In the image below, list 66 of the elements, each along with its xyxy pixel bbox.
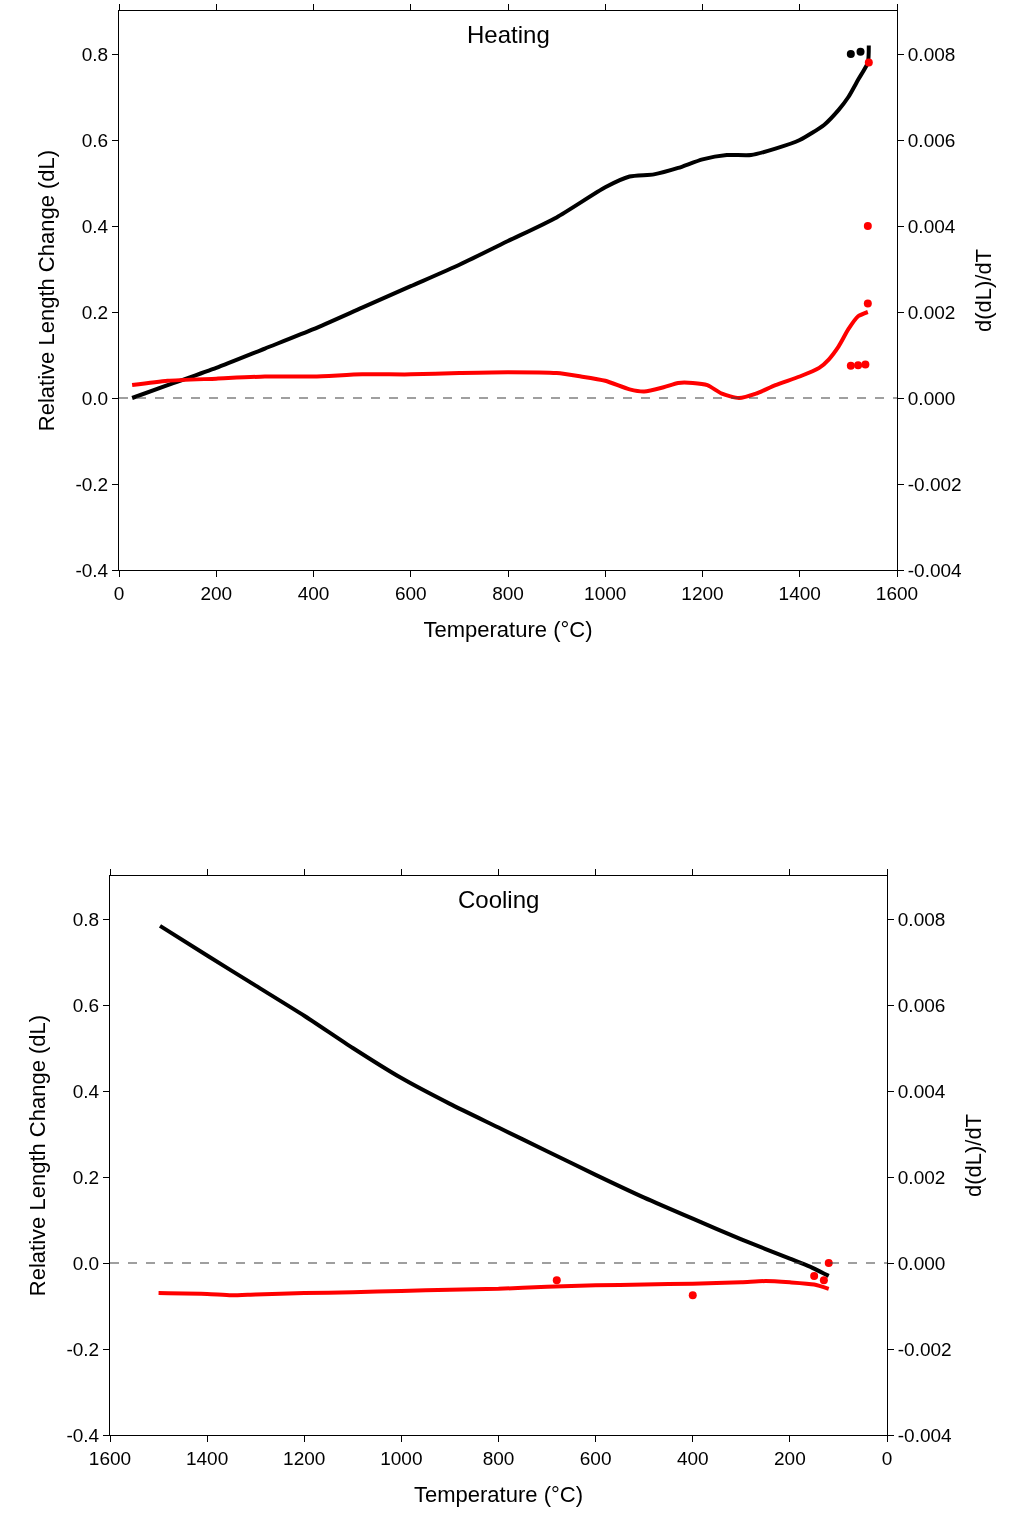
point <box>863 299 872 308</box>
y2-tick-label: 0.002 <box>907 301 956 323</box>
x-axis-title: Temperature (°C) <box>423 616 593 642</box>
y-tick-label: 0.8 <box>72 908 100 930</box>
x-tick-label: 200 <box>774 1447 806 1469</box>
x-tick-label: 1400 <box>778 582 821 604</box>
x-tick-label: 200 <box>200 582 233 604</box>
line-series <box>130 310 870 400</box>
y2-tick-label: 0.004 <box>897 1080 946 1102</box>
point <box>846 361 855 370</box>
y2-tick-label: 0.008 <box>897 908 946 930</box>
x-tick-label: 1600 <box>875 582 919 604</box>
y2-tick-label: 0.006 <box>907 129 956 151</box>
y-tick-label: 0.6 <box>72 994 100 1016</box>
x-tick-label: 400 <box>297 582 330 604</box>
x-tick-label: 0 <box>113 582 125 604</box>
y-tick-label: 0.0 <box>72 1252 100 1274</box>
y2-tick-label: 0.006 <box>897 994 946 1016</box>
line-series <box>156 1279 831 1298</box>
y2-tick-label: 0.000 <box>907 387 956 409</box>
y2-tick-label: -0.002 <box>907 473 962 495</box>
x-axis-title: Temperature (°C) <box>414 1481 583 1507</box>
x-tick-label: 600 <box>394 582 427 604</box>
y2-tick-label: 0.000 <box>897 1252 946 1274</box>
point <box>863 222 872 230</box>
y-tick-label: -0.2 <box>66 1338 100 1360</box>
x-tick-label: 0 <box>881 1447 893 1469</box>
x-tick-label: 1000 <box>380 1447 423 1469</box>
y-tick-label: 0.4 <box>72 1080 100 1102</box>
y-tick-label: -0.2 <box>75 473 109 495</box>
x-tick-label: 1000 <box>584 582 627 604</box>
x-tick-label: 1400 <box>185 1447 229 1469</box>
point <box>810 1271 819 1280</box>
point <box>688 1291 697 1300</box>
y-tick-label: 0.4 <box>81 215 109 237</box>
point <box>819 1276 828 1285</box>
point <box>854 361 863 370</box>
y2-tick-label: -0.002 <box>897 1338 952 1360</box>
y2-tick-label: -0.004 <box>897 1424 953 1446</box>
y-tick-label: 0.8 <box>81 43 109 65</box>
y-tick-label: -0.4 <box>75 559 109 581</box>
x-tick-label: 800 <box>492 582 524 604</box>
y2-tick-label: -0.004 <box>907 559 963 581</box>
chart-title: Cooling <box>458 886 540 913</box>
y-tick-label: 0.2 <box>81 301 109 323</box>
x-tick-label: 1200 <box>283 1447 326 1469</box>
x-tick-label: 800 <box>482 1447 515 1469</box>
point <box>861 360 870 369</box>
y-tick-label: 0.6 <box>81 129 109 151</box>
y-axis-title: Relative Length Change (dL) <box>25 1014 51 1297</box>
point <box>864 58 873 67</box>
y-axis-title: Relative Length Change (dL) <box>34 149 60 432</box>
x-tick-label: 600 <box>579 1447 612 1469</box>
chart-title: Heating <box>467 21 550 48</box>
x-tick-label: 1600 <box>88 1447 132 1469</box>
y2-tick-label: 0.002 <box>897 1166 946 1188</box>
y-tick-label: 0.2 <box>72 1166 100 1188</box>
x-tick-label: 400 <box>676 1447 709 1469</box>
y2-tick-label: 0.004 <box>907 215 956 237</box>
y2-axis-title: d(dL)/dT <box>971 248 997 333</box>
y2-axis-title: d(dL)/dT <box>961 1113 987 1198</box>
point <box>552 1276 561 1285</box>
y2-tick-label: 0.008 <box>907 43 956 65</box>
y-tick-label: 0.0 <box>81 387 109 409</box>
y-tick-label: -0.4 <box>66 1424 100 1446</box>
x-tick-label: 1200 <box>681 582 724 604</box>
